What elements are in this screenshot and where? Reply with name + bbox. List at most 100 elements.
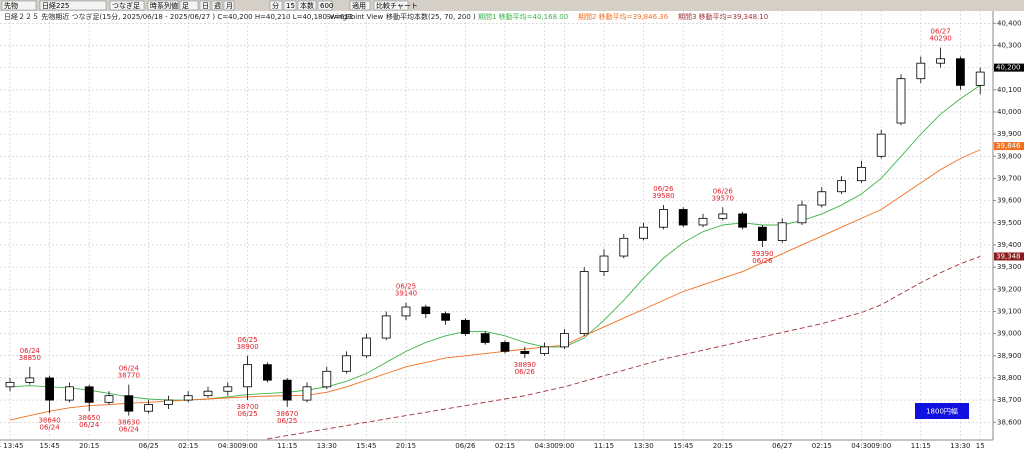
toolbar-control[interactable] — [283, 0, 297, 11]
toolbar-control[interactable] — [1, 0, 37, 11]
candle-body — [857, 166, 866, 182]
toolbar-label[interactable]: 足 — [182, 2, 189, 10]
info-view: SwingPoint View — [326, 13, 383, 21]
swing-label: 39140 — [395, 290, 417, 298]
toolbar-control[interactable] — [223, 0, 235, 11]
x-tick-label: 20:15 — [396, 442, 416, 450]
price-marker — [994, 252, 1024, 261]
swing-label: 38630 — [118, 419, 140, 427]
candle-body — [104, 395, 114, 403]
candle-body — [163, 399, 173, 405]
toolbar-label[interactable]: 日 — [202, 2, 209, 10]
toolbar-label[interactable]: 日経225 — [42, 1, 69, 10]
y-tick-label: 39,600 — [997, 197, 1022, 205]
toolbar-label[interactable]: 15 — [286, 2, 295, 10]
swing-label: 38670 — [276, 410, 298, 418]
candle-body — [322, 370, 332, 388]
toolbar-label[interactable]: 先物 — [4, 1, 18, 10]
candle-body — [718, 213, 728, 219]
candle-body — [876, 133, 886, 157]
candle-body — [520, 350, 530, 354]
toolbar-control[interactable] — [349, 0, 371, 11]
x-tick-label: 09:00 — [871, 442, 891, 450]
x-tick-label: 11:15 — [911, 442, 931, 450]
candle-body — [243, 364, 253, 388]
swing-label: 06/26 — [515, 368, 536, 376]
candle-body — [619, 237, 629, 257]
toolbar-control[interactable] — [109, 0, 145, 11]
toolbar-label[interactable]: 適用 — [352, 1, 366, 10]
x-tick-label: 15 — [976, 442, 985, 450]
candle-body — [936, 58, 945, 64]
candle-body — [698, 217, 708, 226]
y-tick-label: 39,900 — [997, 130, 1022, 138]
x-tick-label: 11:15 — [594, 442, 614, 450]
toolbar-control[interactable] — [373, 0, 409, 11]
candle-body — [758, 226, 767, 241]
y-tick-label: 39,000 — [997, 330, 1022, 338]
candle-body — [916, 62, 926, 80]
toolbar-control[interactable] — [297, 0, 317, 11]
candle-body — [381, 315, 391, 339]
toolbar-label[interactable]: 週 — [214, 1, 221, 10]
toolbar-control[interactable] — [179, 0, 199, 11]
toolbar-control[interactable] — [317, 0, 333, 11]
candle-body — [777, 222, 787, 241]
swing-label: 38850 — [19, 354, 41, 362]
toolbar-bg — [0, 0, 1024, 11]
toolbar-label[interactable]: つなぎ足 — [112, 1, 140, 10]
swing-label: 39390 — [751, 250, 773, 258]
toolbar-label[interactable]: 本数 — [300, 1, 314, 10]
toolbar-control[interactable] — [269, 0, 283, 11]
swing-label: 39580 — [652, 192, 674, 200]
y-tick-label: 39,400 — [997, 241, 1022, 249]
candle-body — [361, 337, 371, 357]
toolbar-control[interactable] — [39, 0, 107, 11]
candle-body — [956, 58, 965, 86]
swing-label: 06/25 — [396, 283, 416, 291]
toolbar-label[interactable]: 時系列値 — [150, 1, 178, 10]
candle-body — [896, 78, 906, 124]
x-tick-label: 06/26 — [455, 442, 476, 450]
candle-body — [738, 213, 747, 228]
price-marker-label: 40,200 — [996, 64, 1021, 72]
swing-label: 06/24 — [40, 423, 61, 431]
toolbar-control[interactable] — [199, 0, 211, 11]
candle-body — [5, 381, 15, 388]
y-tick-label: 39,700 — [997, 174, 1022, 182]
swing-label: 06/26 — [713, 187, 734, 195]
candle-body — [124, 395, 134, 412]
axis-bg — [993, 11, 1024, 452]
y-tick-label: 40,100 — [997, 86, 1022, 94]
swing-label: 39570 — [712, 194, 734, 202]
toolbar-label[interactable]: 月 — [226, 2, 233, 10]
y-tick-label: 39,500 — [997, 219, 1022, 227]
y-tick-label: 38,800 — [997, 374, 1022, 382]
price-marker-label: 39,348 — [996, 252, 1021, 260]
toolbar-label[interactable]: 600 — [320, 2, 333, 10]
candle-body — [599, 255, 609, 272]
x-tick-label: 02:15 — [495, 442, 515, 450]
x-tick-label: 13:30 — [950, 442, 970, 450]
swing-label: 06/26 — [653, 185, 674, 193]
toolbar-label[interactable]: 分 — [272, 1, 279, 10]
toolbar-label[interactable]: 比較チャート — [376, 1, 418, 10]
toolbar-control[interactable] — [211, 0, 223, 11]
x-tick-label: 20:15 — [79, 442, 99, 450]
swing-label: 06/25 — [238, 410, 258, 418]
candle-body — [441, 313, 451, 321]
candle-body — [203, 390, 213, 397]
toolbar-control[interactable] — [147, 0, 179, 11]
moving-average-line — [9, 149, 981, 421]
candle-body — [639, 226, 648, 239]
x-tick-label: 15:45 — [40, 442, 60, 450]
candle-body — [659, 209, 668, 228]
x-tick-label: 04:30 — [218, 442, 238, 450]
range-note-box — [915, 403, 969, 419]
swing-label: 38770 — [118, 372, 140, 380]
x-tick-label: 06/27 — [772, 442, 792, 450]
candle-body — [401, 306, 411, 317]
x-tick-label: 02:15 — [178, 442, 198, 450]
swing-label: 06/25 — [238, 336, 258, 344]
x-tick-label: 15:45 — [356, 442, 376, 450]
